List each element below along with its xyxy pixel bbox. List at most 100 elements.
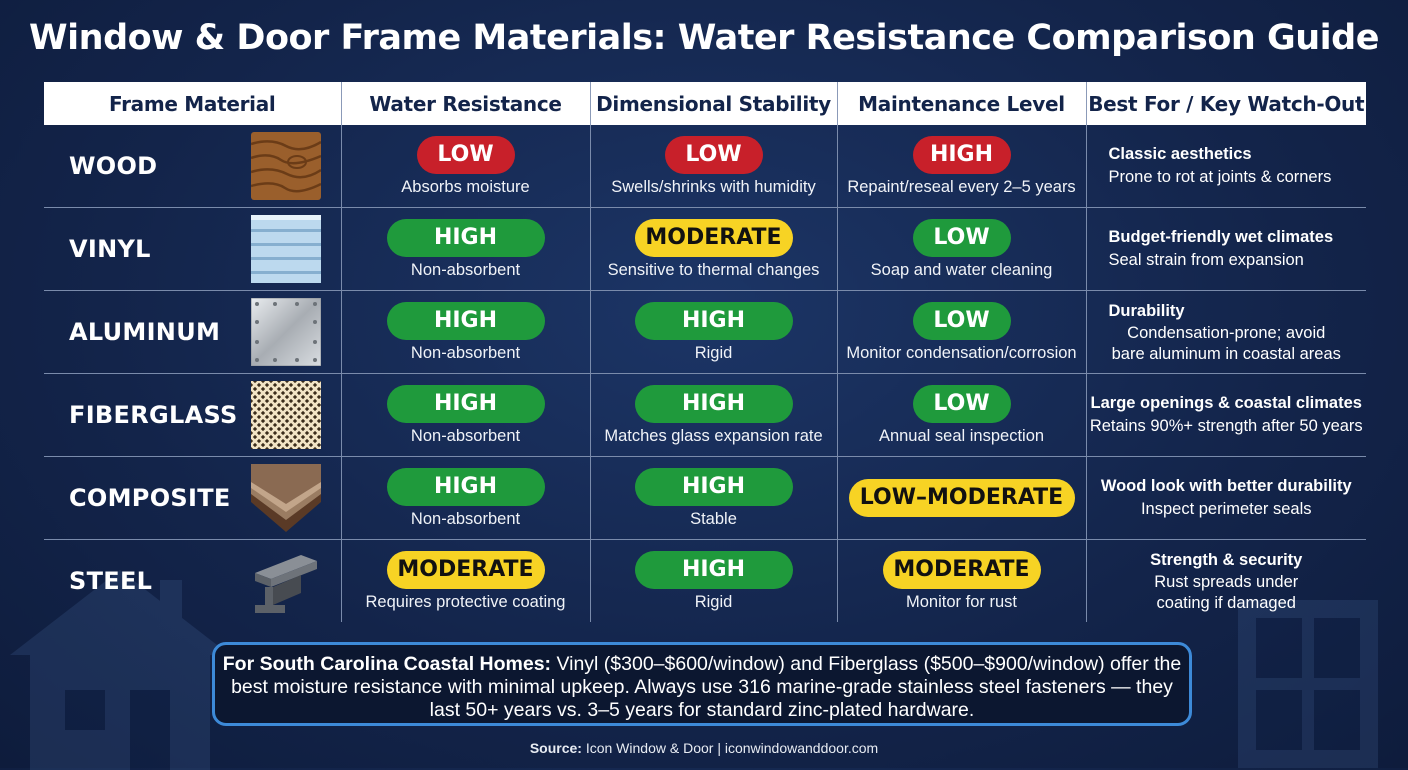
dimensional-stability-badge: HIGH (634, 550, 793, 589)
water-resistance-cell: HIGH Non-absorbent (340, 290, 590, 374)
material-cell: WOOD (44, 125, 341, 208)
maintenance-level-badge: LOW–MODERATE (848, 479, 1075, 517)
maintenance-level-note: Monitor condensation/corrosion (846, 343, 1077, 362)
water-resistance-cell: HIGH Non-absorbent (340, 207, 590, 291)
water-resistance-badge: MODERATE (386, 550, 545, 589)
aluminum-plate-icon (250, 298, 321, 366)
dimensional-stability-note: Matches glass expansion rate (604, 426, 823, 445)
key-watch-out: Rust spreads under coating if damaged (1154, 572, 1299, 612)
maintenance-level-badge: LOW (912, 384, 1011, 423)
dimensional-stability-cell: HIGH Stable (589, 456, 837, 540)
water-resistance-note: Non-absorbent (410, 426, 521, 445)
dimensional-stability-badge: MODERATE (634, 218, 793, 257)
dimensional-stability-note: Rigid (694, 592, 733, 611)
table-row: FIBERGLASS HIGH Non-absorbent (44, 373, 1366, 457)
water-resistance-cell: HIGH Non-absorbent (340, 373, 590, 457)
water-resistance-badge: HIGH (386, 218, 545, 257)
composite-layers-icon (250, 464, 321, 532)
dimensional-stability-note: Rigid (694, 343, 733, 362)
maintenance-level-cell: LOW–MODERATE (836, 456, 1086, 540)
table-row: ALUMINUM HIGH Non-absorbent (44, 290, 1366, 374)
dimensional-stability-cell: LOW Swells/shrinks with humidity (589, 125, 837, 208)
best-for-title: Wood look with better durability (1100, 477, 1352, 495)
header-best-for: Best For / Key Watch-Out (1085, 82, 1366, 125)
material-cell: VINYL (44, 207, 341, 291)
material-name: COMPOSITE (69, 484, 231, 512)
maintenance-level-note: Monitor for rust (906, 592, 1017, 611)
material-name: WOOD (69, 152, 158, 180)
table-row: VINYL HIGH Non-absorbent MODERATE (44, 207, 1366, 291)
page-title: Window & Door Frame Materials: Water Res… (29, 18, 1379, 58)
dimensional-stability-cell: MODERATE Sensitive to thermal changes (589, 207, 837, 291)
material-cell: ALUMINUM (44, 290, 341, 374)
best-for-title: Budget-friendly wet climates (1108, 228, 1334, 246)
best-for-cell: Wood look with better durability Inspect… (1085, 456, 1366, 540)
material-cell: FIBERGLASS (44, 373, 341, 457)
water-resistance-note: Non-absorbent (410, 260, 521, 279)
key-watch-out: Condensation-prone; avoid bare aluminum … (1111, 323, 1341, 363)
dimensional-stability-note: Sensitive to thermal changes (607, 260, 820, 279)
water-resistance-badge: HIGH (386, 301, 545, 340)
best-for-cell: Budget-friendly wet climates Seal strain… (1085, 207, 1366, 291)
water-resistance-cell: LOW Absorbs moisture (340, 125, 590, 208)
source-text: Icon Window & Door | iconwindowanddoor.c… (585, 740, 879, 756)
best-for-title: Classic aesthetics (1108, 145, 1252, 163)
dimensional-stability-badge: LOW (664, 135, 763, 174)
maintenance-level-badge: MODERATE (882, 550, 1041, 589)
header-dimensional-stability: Dimensional Stability (589, 82, 837, 125)
table-row: COMPOSITE HIGH Non-absorbent HIGH Stable (44, 456, 1366, 540)
window-silhouette-icon (1238, 600, 1378, 768)
material-name: VINYL (69, 235, 151, 263)
best-for-cell: Durability Condensation-prone; avoid bar… (1085, 290, 1366, 374)
dimensional-stability-note: Stable (690, 509, 737, 528)
dimensional-stability-note: Swells/shrinks with humidity (611, 177, 816, 196)
maintenance-level-note: Soap and water cleaning (870, 260, 1053, 279)
maintenance-level-cell: MODERATE Monitor for rust (836, 539, 1086, 622)
best-for-title: Large openings & coastal climates (1090, 394, 1362, 412)
note-text: Vinyl ($300–$600/window) and Fiberglass … (231, 653, 1182, 721)
header-maintenance-level: Maintenance Level (836, 82, 1086, 125)
source-label: Source: (529, 740, 582, 756)
maintenance-level-cell: LOW Soap and water cleaning (836, 207, 1086, 291)
material-name: ALUMINUM (69, 318, 221, 346)
dimensional-stability-cell: HIGH Rigid (589, 539, 837, 622)
best-for-title: Strength & security (1150, 550, 1303, 569)
header-frame-material: Frame Material (44, 82, 341, 125)
best-for-cell: Strength & security Rust spreads under c… (1085, 539, 1366, 622)
fiberglass-weave-icon (250, 381, 321, 449)
table-row: STEEL MODERATE Requires protective coati… (44, 539, 1366, 623)
table-row: WOOD LOW Absorbs moisture LOW Swells/shr… (44, 125, 1366, 208)
best-for-cell: Classic aesthetics Prone to rot at joint… (1085, 125, 1366, 208)
dimensional-stability-badge: HIGH (634, 467, 793, 506)
material-name: STEEL (69, 567, 153, 595)
maintenance-level-note: Annual seal inspection (878, 426, 1045, 445)
water-resistance-cell: HIGH Non-absorbent (340, 456, 590, 540)
material-cell: STEEL (44, 540, 341, 623)
note-lead: For South Carolina Coastal Homes: (222, 653, 552, 675)
key-watch-out: Retains 90%+ strength after 50 years (1089, 417, 1363, 435)
vinyl-siding-icon (250, 215, 321, 283)
water-resistance-badge: HIGH (386, 467, 545, 506)
maintenance-level-badge: LOW (912, 218, 1011, 257)
coastal-homes-note: For South Carolina Coastal Homes: Vinyl … (212, 642, 1192, 726)
maintenance-level-badge: LOW (912, 301, 1011, 340)
maintenance-level-note: Repaint/reseal every 2–5 years (847, 177, 1076, 196)
best-for-cell: Large openings & coastal climates Retain… (1085, 373, 1366, 457)
table-header-row: Frame Material Water Resistance Dimensio… (44, 82, 1366, 125)
water-resistance-note: Non-absorbent (410, 343, 521, 362)
steel-beam-icon (254, 555, 317, 613)
water-resistance-note: Absorbs moisture (401, 177, 530, 196)
water-resistance-badge: LOW (416, 135, 515, 174)
key-watch-out: Prone to rot at joints & corners (1108, 168, 1332, 186)
dimensional-stability-badge: HIGH (634, 384, 793, 423)
maintenance-level-cell: HIGH Repaint/reseal every 2–5 years (836, 125, 1086, 208)
maintenance-level-cell: LOW Monitor condensation/corrosion (836, 290, 1086, 374)
dimensional-stability-cell: HIGH Matches glass expansion rate (589, 373, 837, 457)
water-resistance-badge: HIGH (386, 384, 545, 423)
header-water-resistance: Water Resistance (340, 82, 590, 125)
material-cell: COMPOSITE (44, 456, 341, 540)
maintenance-level-cell: LOW Annual seal inspection (836, 373, 1086, 457)
dimensional-stability-badge: HIGH (634, 301, 793, 340)
water-resistance-note: Non-absorbent (410, 509, 521, 528)
comparison-table: Frame Material Water Resistance Dimensio… (44, 82, 1366, 622)
